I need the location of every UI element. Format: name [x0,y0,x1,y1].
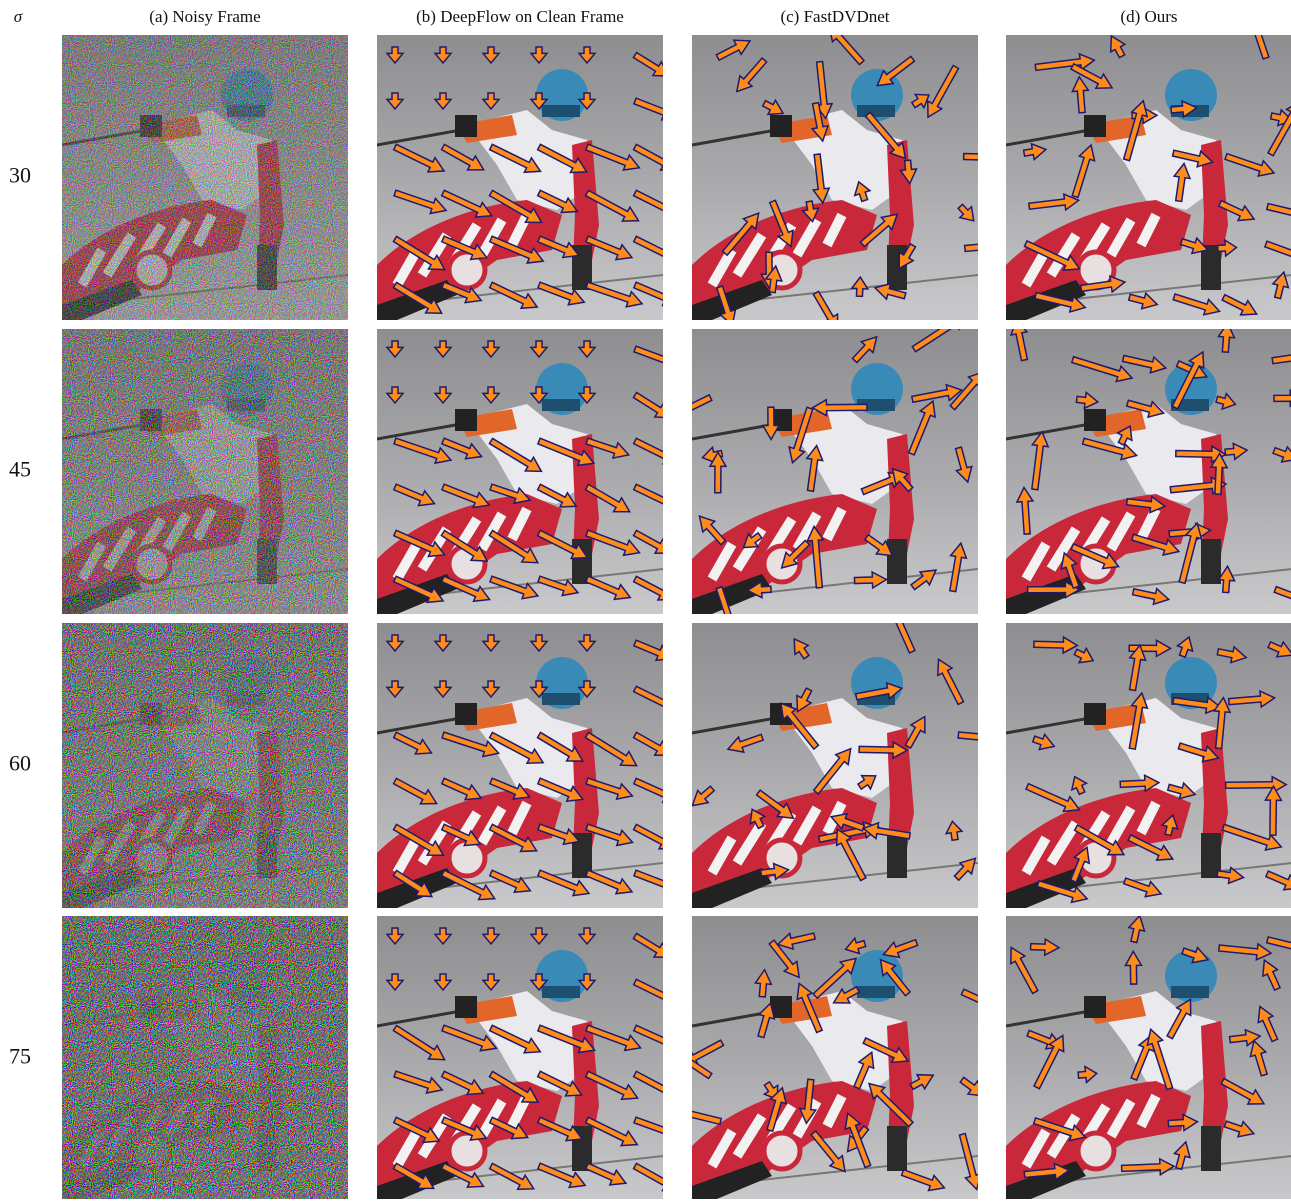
panel-content [1006,318,1291,614]
frame-image [377,329,663,614]
column-header: (a) Noisy Frame [149,7,260,26]
column-header: (b) DeepFlow on Clean Frame [416,7,624,26]
figure: σ (a) Noisy Frame (b) DeepFlow on Clean F… [0,0,1291,1199]
image-panel [62,623,348,908]
row-label: 30 [9,163,31,188]
panel-content [692,21,1023,335]
frame-image [1006,35,1291,320]
image-panel [377,623,688,908]
image-panel [377,35,691,320]
image-panel [1006,10,1291,322]
noise-overlay [62,916,348,1199]
panel-content [1006,10,1291,322]
image-panel [377,329,689,614]
frame-image [377,916,663,1199]
row-label: 60 [9,751,31,776]
panel-content [377,329,689,614]
image-panel [62,35,348,320]
frame-image [1006,623,1291,908]
image-panel [692,21,1023,335]
panel-content [377,916,693,1199]
frame-image [692,35,978,320]
panel-content [687,593,1000,908]
image-panel [1006,623,1291,908]
panel-content [62,35,348,320]
row-label: 75 [9,1044,31,1069]
image-panel [660,308,989,639]
image-panel [1004,914,1291,1199]
panel-content [377,623,688,908]
panel-content [658,916,1007,1199]
frame-image [377,35,663,320]
column-header: (c) FastDVDnet [780,7,889,26]
panel-content [377,35,691,320]
frame-image [1006,329,1291,614]
noise-overlay [62,329,348,614]
image-panel [62,916,348,1199]
noise-overlay [62,623,348,908]
column-header: (d) Ours [1120,7,1177,26]
image-panel [687,593,1000,908]
noise-overlay [62,35,348,320]
panel-content [62,329,348,614]
image-panel [1006,318,1291,614]
panel-content [1006,623,1291,908]
panel-content [1004,914,1291,1199]
image-panel [377,916,693,1199]
sigma-label: σ [14,7,23,26]
image-panel [658,916,1007,1199]
panel-content [660,308,989,639]
row-label: 45 [9,457,31,482]
panel-content [62,623,348,908]
image-panel [62,329,348,614]
panel-content [62,916,348,1199]
